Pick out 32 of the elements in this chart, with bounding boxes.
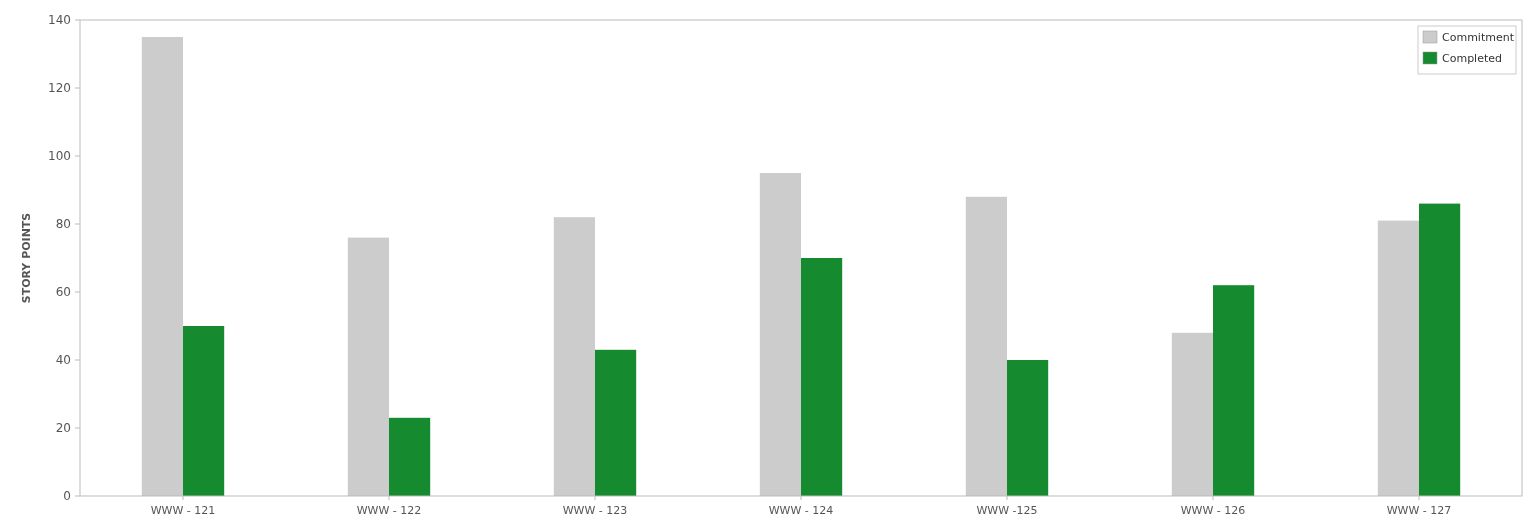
bar bbox=[183, 326, 225, 496]
x-tick-label: WWW - 124 bbox=[768, 504, 834, 517]
y-tick-label: 140 bbox=[48, 13, 71, 28]
y-axis-title: STORY POINTS bbox=[20, 212, 33, 304]
legend-label: Commitment bbox=[1442, 30, 1515, 44]
bar bbox=[1171, 332, 1213, 496]
bar bbox=[389, 417, 431, 496]
x-tick-label: WWW - 126 bbox=[1180, 504, 1246, 517]
bar bbox=[1007, 360, 1049, 496]
y-tick-label: 120 bbox=[48, 81, 71, 96]
x-tick-label: WWW -125 bbox=[976, 504, 1038, 517]
legend-label: Completed bbox=[1442, 51, 1502, 65]
x-tick-label: WWW - 127 bbox=[1386, 504, 1452, 517]
bar bbox=[759, 173, 801, 496]
bar bbox=[595, 349, 637, 496]
bar bbox=[1377, 220, 1419, 496]
x-tick-label: WWW - 121 bbox=[150, 504, 216, 517]
bar bbox=[1213, 285, 1255, 496]
y-tick-label: 0 bbox=[63, 489, 71, 504]
bar bbox=[553, 217, 595, 496]
y-tick-label: 80 bbox=[55, 217, 71, 232]
bar bbox=[965, 196, 1007, 496]
bar bbox=[1419, 203, 1461, 496]
y-tick-label: 60 bbox=[55, 285, 71, 300]
x-tick-label: WWW - 122 bbox=[356, 504, 422, 517]
bar bbox=[347, 237, 389, 496]
y-tick-label: 20 bbox=[55, 421, 71, 436]
bar bbox=[141, 37, 183, 496]
y-tick-label: 40 bbox=[55, 353, 71, 368]
x-tick-label: WWW - 123 bbox=[562, 504, 628, 517]
y-tick-label: 100 bbox=[48, 149, 71, 164]
bar bbox=[801, 258, 843, 496]
